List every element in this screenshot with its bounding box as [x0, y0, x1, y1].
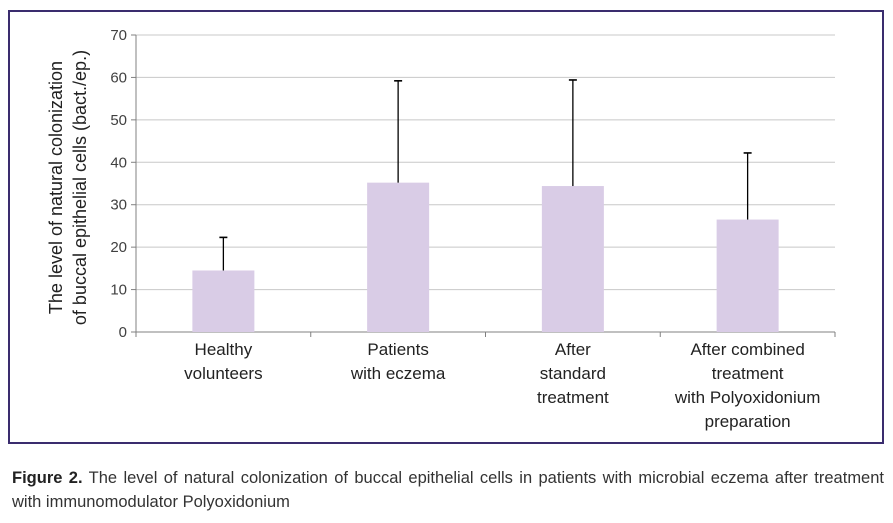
bar	[716, 219, 779, 332]
bar	[367, 182, 430, 332]
figure-frame: 0 10 20 30 40 50 60 70 Healthy volunteers Patients…	[8, 10, 884, 444]
y-axis-title: of buccal epithelial cells (bact./ep.)	[70, 50, 90, 325]
y-tick-label: 30	[110, 197, 127, 214]
y-tick-label: 20	[110, 239, 127, 256]
x-category-label: with Polyoxidonium	[674, 388, 821, 407]
y-tick-label: 60	[110, 69, 127, 86]
y-tick-label: 50	[110, 112, 127, 129]
caption-text: The level of natural colonization of buc…	[12, 469, 884, 511]
x-category-label: Patients	[367, 340, 428, 359]
y-tick-label: 40	[110, 154, 127, 171]
x-category-label: with eczema	[350, 364, 446, 383]
bar	[192, 270, 255, 332]
x-category-label: volunteers	[184, 364, 262, 383]
x-category-label: treatment	[712, 364, 784, 383]
y-tick-label: 70	[110, 27, 127, 44]
x-category-label: treatment	[537, 388, 609, 407]
figure-caption: Figure 2. The level of natural colonizat…	[12, 466, 884, 514]
x-category-label: standard	[540, 364, 606, 383]
bar-chart: 0 10 20 30 40 50 60 70 Healthy volunteers Patients…	[46, 27, 836, 431]
y-tick-label: 10	[110, 282, 127, 299]
y-tick-label: 0	[119, 324, 127, 341]
bar	[541, 186, 604, 332]
x-category-label: After combined	[690, 340, 804, 359]
x-category-label: Healthy	[195, 340, 253, 359]
x-category-label: preparation	[705, 412, 791, 431]
y-axis-title: The level of natural colonization	[46, 61, 66, 314]
x-category-label: After	[555, 340, 591, 359]
caption-label: Figure 2.	[12, 469, 83, 487]
